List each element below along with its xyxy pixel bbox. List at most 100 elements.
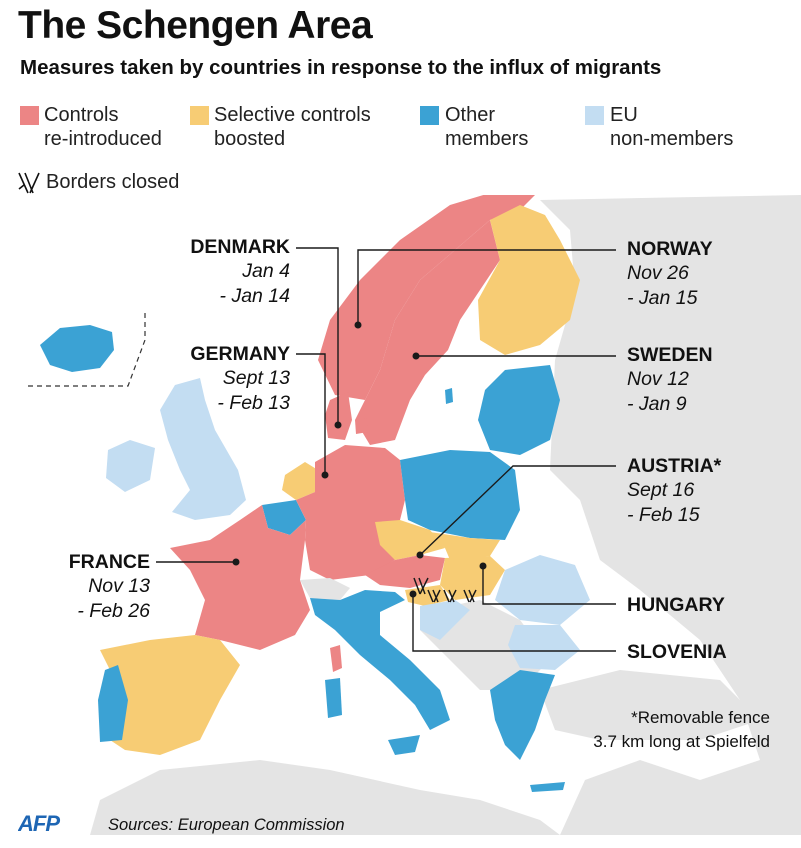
country-hungary xyxy=(440,556,505,600)
country-slovenia xyxy=(405,585,450,606)
land-russia-east xyxy=(540,195,801,835)
dot-denmark xyxy=(334,421,342,429)
france-date-start: Nov 13 xyxy=(88,575,150,597)
label-slovenia: SLOVENIA xyxy=(627,641,727,663)
country-croatia xyxy=(420,600,470,640)
dot-france xyxy=(232,558,240,566)
denmark-date-start: Jan 4 xyxy=(242,260,290,282)
country-greece xyxy=(490,670,555,760)
leader-austria xyxy=(419,465,616,556)
leader-hungary xyxy=(482,566,616,605)
country-denmark-islands xyxy=(355,418,368,434)
dot-austria xyxy=(416,551,424,559)
label-norway: NORWAY Nov 26 - Jan 15 xyxy=(627,238,713,311)
legend-other-line1: Other xyxy=(445,104,496,126)
country-netherlands xyxy=(282,462,318,500)
label-hungary: HUNGARY xyxy=(627,594,725,616)
footnote-line1: *Removable fence xyxy=(631,708,770,727)
country-czech-republic xyxy=(375,520,445,560)
barbed-wire-icon xyxy=(18,172,40,194)
legend-non-members-line2: non-members xyxy=(610,128,734,150)
afp-logo: AFP xyxy=(18,812,61,834)
page-title: The Schengen Area xyxy=(18,4,373,47)
country-belgium xyxy=(262,500,306,535)
country-italy xyxy=(310,590,450,730)
iceland-inset-frame xyxy=(28,310,146,387)
norway-date-end: - Jan 15 xyxy=(627,287,698,309)
label-austria: AUSTRIA* Sept 16 - Feb 15 xyxy=(627,455,721,528)
country-poland xyxy=(400,450,520,540)
country-iceland xyxy=(40,325,114,372)
legend-swatch-controls xyxy=(20,106,39,125)
germany-name: GERMANY xyxy=(190,343,290,365)
denmark-date-end: - Jan 14 xyxy=(219,285,290,307)
page-subtitle: Measures taken by countries in response … xyxy=(20,56,662,79)
label-sweden: SWEDEN Nov 12 - Jan 9 xyxy=(627,344,713,417)
country-france xyxy=(170,505,310,650)
legend-label-borders-closed: Borders closed xyxy=(46,171,180,193)
dot-sweden xyxy=(412,352,420,360)
france-name: FRANCE xyxy=(68,551,150,573)
country-germany xyxy=(296,445,405,580)
country-bulgaria xyxy=(508,625,580,670)
norway-name: NORWAY xyxy=(627,238,713,260)
legend-non-members-line1: EU xyxy=(610,104,638,126)
island-sicily xyxy=(388,735,420,755)
barbed-wire-marker-1 xyxy=(413,577,429,595)
land-north-africa xyxy=(90,760,560,835)
legend-controls-line1: Controls xyxy=(44,104,119,126)
legend-selective-line1: Selective controls xyxy=(214,104,371,126)
legend-swatch-non-members xyxy=(585,106,604,125)
leader-denmark xyxy=(296,247,339,425)
country-slovakia xyxy=(430,532,500,560)
country-austria xyxy=(365,555,445,588)
country-finland xyxy=(478,205,580,355)
closed-border-markers xyxy=(413,577,477,603)
legend-label-selective: Selective controls boosted xyxy=(214,103,371,151)
legend-other-line2: members xyxy=(445,128,529,150)
austria-date-end: - Feb 15 xyxy=(627,504,700,526)
country-ireland xyxy=(106,440,155,492)
country-portugal xyxy=(98,665,128,742)
dot-germany xyxy=(321,471,329,479)
country-spain xyxy=(100,635,240,755)
footnote: *Removable fence 3.7 km long at Spielfel… xyxy=(560,706,770,754)
norway-date-start: Nov 26 xyxy=(627,262,689,284)
country-norway xyxy=(318,195,535,400)
label-france: FRANCE Nov 13 - Feb 26 xyxy=(20,551,150,624)
label-germany: GERMANY Sept 13 - Feb 13 xyxy=(150,343,290,416)
barbed-wire-marker-4 xyxy=(463,589,477,603)
austria-name: AUSTRIA* xyxy=(627,455,722,477)
legend-label-non-members: EU non-members xyxy=(610,103,733,151)
sources-credit: Sources: European Commission xyxy=(108,816,345,834)
country-switzerland xyxy=(300,578,350,600)
svg-text:AFP: AFP xyxy=(18,812,60,834)
legend-selective-line2: boosted xyxy=(214,128,286,150)
label-denmark: DENMARK Jan 4 - Jan 14 xyxy=(150,236,290,309)
france-date-end: - Feb 26 xyxy=(77,600,150,622)
denmark-name: DENMARK xyxy=(190,236,290,258)
legend-swatch-other xyxy=(420,106,439,125)
leader-slovenia xyxy=(412,594,616,652)
germany-date-start: Sept 13 xyxy=(222,367,290,389)
country-baltics xyxy=(478,365,560,455)
island-gotland xyxy=(445,388,453,404)
legend-label-other: Other members xyxy=(445,103,528,151)
legend-swatch-selective xyxy=(190,106,209,125)
leader-dots xyxy=(232,321,487,598)
country-united-kingdom xyxy=(160,378,246,520)
dot-norway xyxy=(354,321,362,329)
land-turkey xyxy=(540,670,760,740)
sweden-date-end: - Jan 9 xyxy=(627,393,687,415)
barbed-wire-marker-2 xyxy=(427,589,441,603)
island-corsica xyxy=(330,645,342,672)
legend-label-controls: Controls re-introduced xyxy=(44,103,162,151)
leader-lines xyxy=(156,247,616,652)
barbed-wire-marker-3 xyxy=(443,589,457,603)
leader-germany xyxy=(296,353,326,475)
country-romania xyxy=(495,555,590,625)
austria-date-start: Sept 16 xyxy=(627,479,695,501)
footnote-line2: 3.7 km long at Spielfeld xyxy=(593,732,770,751)
country-sweden xyxy=(355,220,500,445)
island-sardinia xyxy=(325,678,342,718)
